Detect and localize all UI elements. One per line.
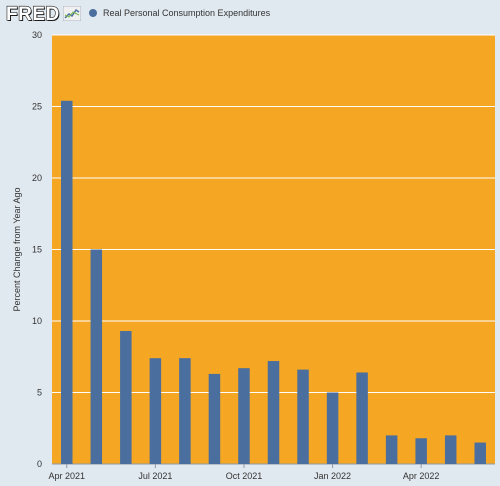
y-tick-label: 15 xyxy=(32,245,42,255)
y-tick-label: 20 xyxy=(32,173,42,183)
bars xyxy=(61,100,486,465)
y-tick-label: 5 xyxy=(37,388,42,398)
y-tick-label: 0 xyxy=(37,459,42,469)
bar-sep-2021[interactable] xyxy=(208,373,221,464)
x-tick-label: Apr 2021 xyxy=(49,471,86,481)
bar-dec-2021[interactable] xyxy=(297,369,309,464)
grid-lines xyxy=(52,34,495,465)
bar-jul-2021[interactable] xyxy=(149,358,162,464)
bar-nov-2021[interactable] xyxy=(267,361,280,464)
legend-label: Real Personal Consumption Expenditures xyxy=(103,8,271,18)
bar-oct-2021[interactable] xyxy=(238,368,250,464)
x-tick-label: Jul 2021 xyxy=(138,471,172,481)
legend: Real Personal Consumption Expenditures xyxy=(89,8,270,18)
bar-mar-2022[interactable] xyxy=(385,435,398,464)
x-tick-label: Jan 2022 xyxy=(314,471,351,481)
bar-may-2022[interactable] xyxy=(444,435,457,464)
bar-jun-2021[interactable] xyxy=(120,331,132,464)
fred-logo[interactable]: FRED xyxy=(5,3,60,25)
bar-jun-2022[interactable] xyxy=(474,442,486,464)
bar-apr-2022[interactable] xyxy=(415,438,427,464)
x-tick-label: Oct 2021 xyxy=(226,471,263,481)
y-axis-title: Percent Change from Year Ago xyxy=(12,187,22,311)
bar-jan-2022[interactable] xyxy=(326,392,339,465)
bar-aug-2021[interactable] xyxy=(179,358,191,464)
x-tick-label: Apr 2022 xyxy=(403,471,440,481)
chart-header: FRED Real Personal Consumption Expenditu… xyxy=(0,0,500,30)
bar-feb-2022[interactable] xyxy=(356,372,368,464)
bar-may-2021[interactable] xyxy=(90,249,103,465)
y-tick-label: 30 xyxy=(32,30,42,40)
y-axis: 0 5 10 15 20 25 30 xyxy=(32,30,42,469)
x-axis: Apr 2021 Jul 2021 Oct 2021 Jan 2022 Apr 2022 xyxy=(49,464,440,481)
bar-apr-2021[interactable] xyxy=(61,100,73,464)
fred-graph-icon xyxy=(63,6,81,21)
y-tick-label: 25 xyxy=(32,102,42,112)
legend-swatch xyxy=(89,9,97,17)
y-tick-label: 10 xyxy=(32,316,42,326)
